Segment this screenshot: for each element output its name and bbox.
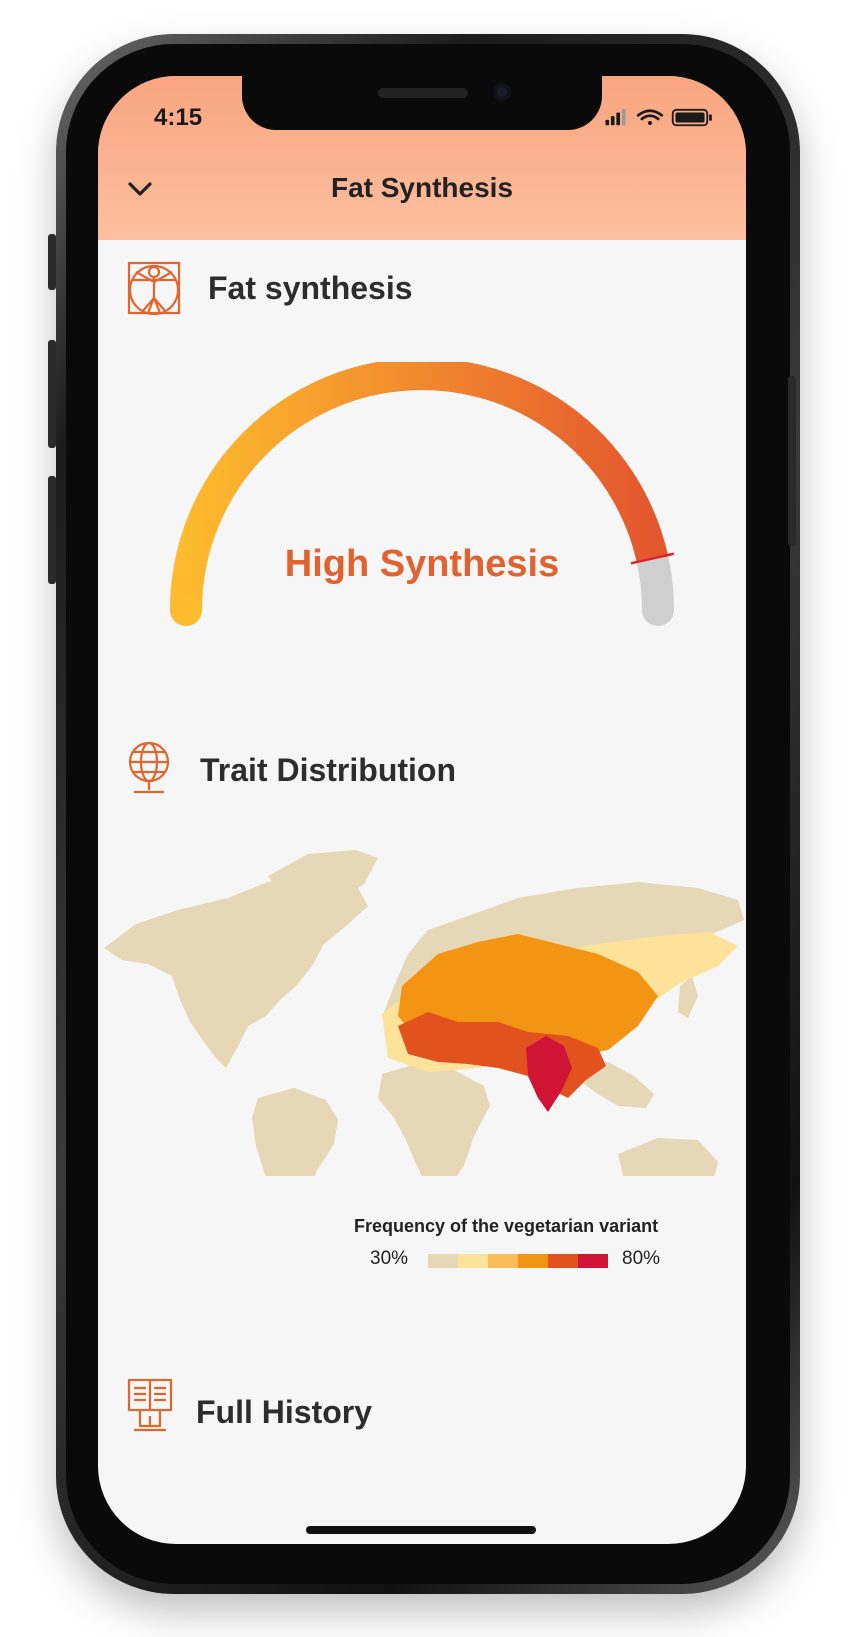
volume-down-button xyxy=(48,476,56,584)
africa xyxy=(378,1064,490,1176)
home-indicator[interactable] xyxy=(306,1526,536,1534)
legend-color-scale xyxy=(428,1254,608,1268)
legend-swatch xyxy=(518,1254,548,1268)
notch xyxy=(242,76,602,130)
greenland xyxy=(268,850,378,908)
japan xyxy=(678,976,698,1018)
north-america xyxy=(104,876,368,1068)
vitruvian-man-icon xyxy=(127,261,181,316)
legend-swatch xyxy=(428,1254,458,1268)
legend-swatch xyxy=(548,1254,578,1268)
zone-very-high xyxy=(526,1036,572,1112)
legend-title: Frequency of the vegetarian variant xyxy=(354,1216,659,1236)
section-title-synthesis: Fat synthesis xyxy=(208,270,413,306)
signal-icon xyxy=(605,108,626,126)
section-title-distribution: Trait Distribution xyxy=(200,752,456,788)
globe-icon xyxy=(128,741,170,794)
legend-min-label: 30% xyxy=(370,1248,409,1269)
status-icons xyxy=(605,108,712,127)
gauge-start-cap xyxy=(170,594,202,626)
page-title: Fat Synthesis xyxy=(330,172,514,203)
legend-swatch xyxy=(578,1254,608,1268)
app-screen: 4:15 Fat Synthesis xyxy=(98,76,746,1544)
status-time: 4:15 xyxy=(154,104,203,131)
power-button xyxy=(788,376,796,546)
book-stand-icon xyxy=(127,1378,173,1432)
world-map xyxy=(104,850,744,1176)
australia xyxy=(618,1138,718,1176)
volume-up-button xyxy=(48,340,56,448)
wifi-icon xyxy=(636,109,664,125)
front-camera xyxy=(493,83,511,101)
gauge-fill xyxy=(170,362,668,611)
synthesis-gauge: High Synthesis xyxy=(170,362,675,626)
section-title-history[interactable]: Full History xyxy=(196,1394,373,1430)
legend-swatch xyxy=(488,1254,518,1268)
gauge-marker xyxy=(630,552,675,565)
gauge-label: High Synthesis xyxy=(285,543,560,585)
south-america xyxy=(252,1088,338,1176)
header-bar: 4:15 Fat Synthesis xyxy=(98,76,746,240)
mute-switch xyxy=(48,234,56,290)
legend-max-label: 80% xyxy=(622,1248,661,1269)
battery-icon xyxy=(671,108,712,127)
speaker-grille xyxy=(378,88,468,98)
chevron-down-icon[interactable] xyxy=(128,180,152,198)
southeast-asia xyxy=(578,1062,654,1108)
variant-frequency-overlay xyxy=(382,932,738,1112)
legend-swatch xyxy=(458,1254,488,1268)
